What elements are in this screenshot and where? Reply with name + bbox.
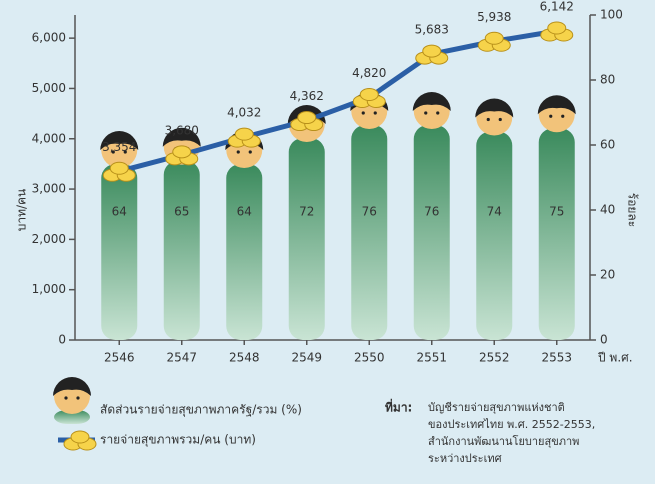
- x-axis-label: ปี พ.ศ.: [597, 351, 632, 365]
- line-value-label: 6,142: [540, 0, 574, 13]
- bar-value-label: 64: [237, 205, 252, 219]
- person-bar: [475, 98, 514, 340]
- y2-tick-label: 60: [600, 138, 615, 152]
- coin-marker: [290, 111, 324, 132]
- x-tick-label: 2548: [229, 351, 260, 365]
- y2-axis-label: ร้อยละ: [626, 193, 640, 227]
- y2-tick-label: 20: [600, 268, 615, 282]
- line-value-label: 4,032: [227, 106, 261, 120]
- person-bar: [100, 131, 139, 340]
- coin-marker: [352, 88, 386, 109]
- source-label: ที่มา:: [385, 399, 412, 415]
- line-value-label: 3,354: [102, 140, 136, 154]
- y2-tick-label: 100: [600, 8, 623, 22]
- y-tick-label: 6,000: [32, 31, 66, 45]
- person-bar: [537, 95, 576, 340]
- y-tick-label: 3,000: [32, 182, 66, 196]
- bar-value-label: 72: [299, 205, 314, 219]
- x-tick-label: 2547: [166, 351, 197, 365]
- source-text: บัญชีรายจ่ายสุขภาพแห่งชาติ: [428, 401, 565, 414]
- x-tick-label: 2551: [416, 351, 447, 365]
- y2-tick-label: 40: [600, 203, 615, 217]
- source-text: ของประเทศไทย พ.ศ. 2552-2553,: [428, 418, 595, 431]
- coin-marker: [227, 127, 261, 148]
- y-tick-label: 1,000: [32, 282, 66, 296]
- y-tick-label: 0: [58, 333, 66, 347]
- x-tick-label: 2552: [479, 351, 510, 365]
- person-bar: [225, 131, 264, 340]
- bar-value-label: 75: [549, 205, 564, 219]
- y2-tick-label: 0: [600, 333, 608, 347]
- person-bar: [287, 105, 326, 340]
- bar-value-label: 65: [174, 205, 189, 219]
- line-value-label: 5,938: [477, 10, 511, 24]
- y-tick-label: 5,000: [32, 81, 66, 95]
- person-bar: [412, 92, 451, 340]
- legend-label: สัดส่วนรายจ่ายสุขภาพภาครัฐ/รวม (%): [100, 403, 302, 418]
- y-axis-label: บาท/คน: [15, 189, 29, 232]
- legend-icon: [58, 430, 97, 451]
- y2-tick-label: 80: [600, 73, 615, 87]
- line-value-label: 4,820: [352, 66, 386, 80]
- bar-value-label: 74: [487, 205, 502, 219]
- line-value-label: 3,680: [165, 123, 199, 137]
- y-tick-label: 4,000: [32, 131, 66, 145]
- bar-value-label: 76: [424, 205, 439, 219]
- coin-marker: [540, 21, 574, 42]
- x-tick-label: 2546: [104, 351, 135, 365]
- coin-marker: [477, 31, 511, 52]
- legend-label: รายจ่ายสุขภาพรวม/คน (บาท): [100, 433, 256, 448]
- y-tick-label: 2,000: [32, 232, 66, 246]
- bar-value-label: 76: [362, 205, 377, 219]
- x-tick-label: 2549: [291, 351, 322, 365]
- coin-marker: [165, 145, 199, 166]
- source-text: ระหว่างประเทศ: [428, 452, 502, 465]
- source-text: สำนักงานพัฒนานโยบายสุขภาพ: [428, 434, 579, 448]
- x-tick-label: 2553: [541, 351, 572, 365]
- bar-value-label: 64: [112, 205, 127, 219]
- line-value-label: 4,362: [290, 89, 324, 103]
- coin-marker: [415, 44, 449, 65]
- x-tick-label: 2550: [354, 351, 385, 365]
- legend-icon: [53, 377, 91, 424]
- line-value-label: 5,683: [415, 23, 449, 37]
- coin-marker: [102, 161, 136, 182]
